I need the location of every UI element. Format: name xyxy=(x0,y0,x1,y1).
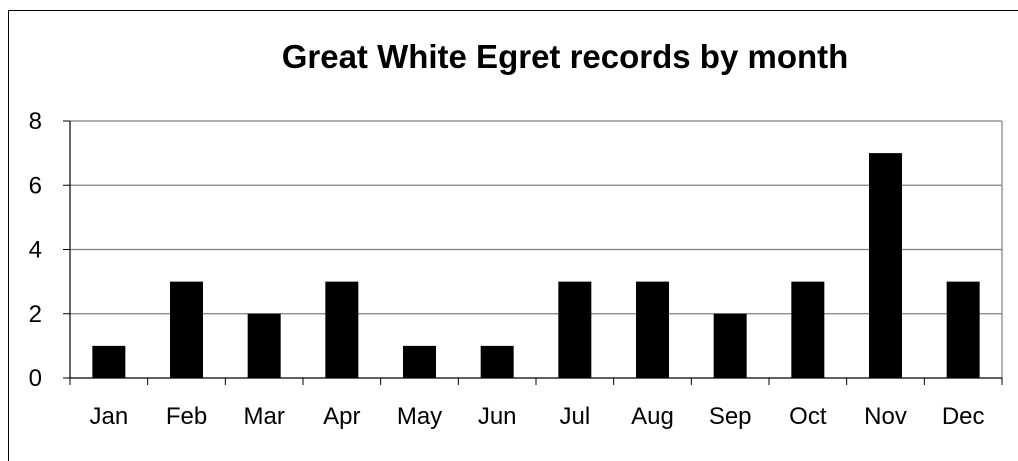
bar-sep xyxy=(713,313,747,378)
x-axis-ticks: Jan Feb Mar Apr May Jun Jul Aug Sep Oct Nov Dec xyxy=(69,378,1003,430)
x-tick-label-sep: Sep xyxy=(709,403,752,430)
bar-oct xyxy=(791,281,825,378)
x-tick-label-mar: Mar xyxy=(243,403,284,430)
bar-jan xyxy=(92,345,126,378)
bar-series xyxy=(92,153,980,378)
x-tick-label-oct: Oct xyxy=(789,403,827,430)
x-tick-label-apr: Apr xyxy=(323,403,360,430)
x-tick-label-jun: Jun xyxy=(478,403,517,430)
bar-dec xyxy=(946,281,980,378)
y-axis-ticks: 0 2 4 6 8 xyxy=(29,108,70,392)
bar-jul xyxy=(558,281,592,378)
bar-mar xyxy=(247,313,281,378)
x-tick-label-jan: Jan xyxy=(89,403,128,430)
bar-aug xyxy=(636,281,669,378)
x-tick-label-may: May xyxy=(397,403,442,430)
bar-jun xyxy=(480,345,514,378)
bar-feb xyxy=(170,281,203,378)
bar-may xyxy=(403,345,436,378)
x-tick-label-aug: Aug xyxy=(631,403,674,430)
chart-frame xyxy=(8,10,1018,461)
bar-nov xyxy=(869,153,902,378)
x-tick-label-jul: Jul xyxy=(559,403,590,430)
x-tick-label-feb: Feb xyxy=(166,403,207,430)
y-tick-label: 2 xyxy=(29,301,42,328)
gridlines xyxy=(70,120,1003,378)
y-tick-label: 6 xyxy=(29,172,42,199)
x-tick-label-dec: Dec xyxy=(942,403,985,430)
y-tick-label: 0 xyxy=(29,365,42,392)
bar-apr xyxy=(325,281,359,378)
y-tick-label: 8 xyxy=(29,108,42,135)
y-tick-label: 4 xyxy=(29,237,42,264)
chart-title: Great White Egret records by month xyxy=(281,38,849,75)
x-tick-label-nov: Nov xyxy=(864,403,907,430)
